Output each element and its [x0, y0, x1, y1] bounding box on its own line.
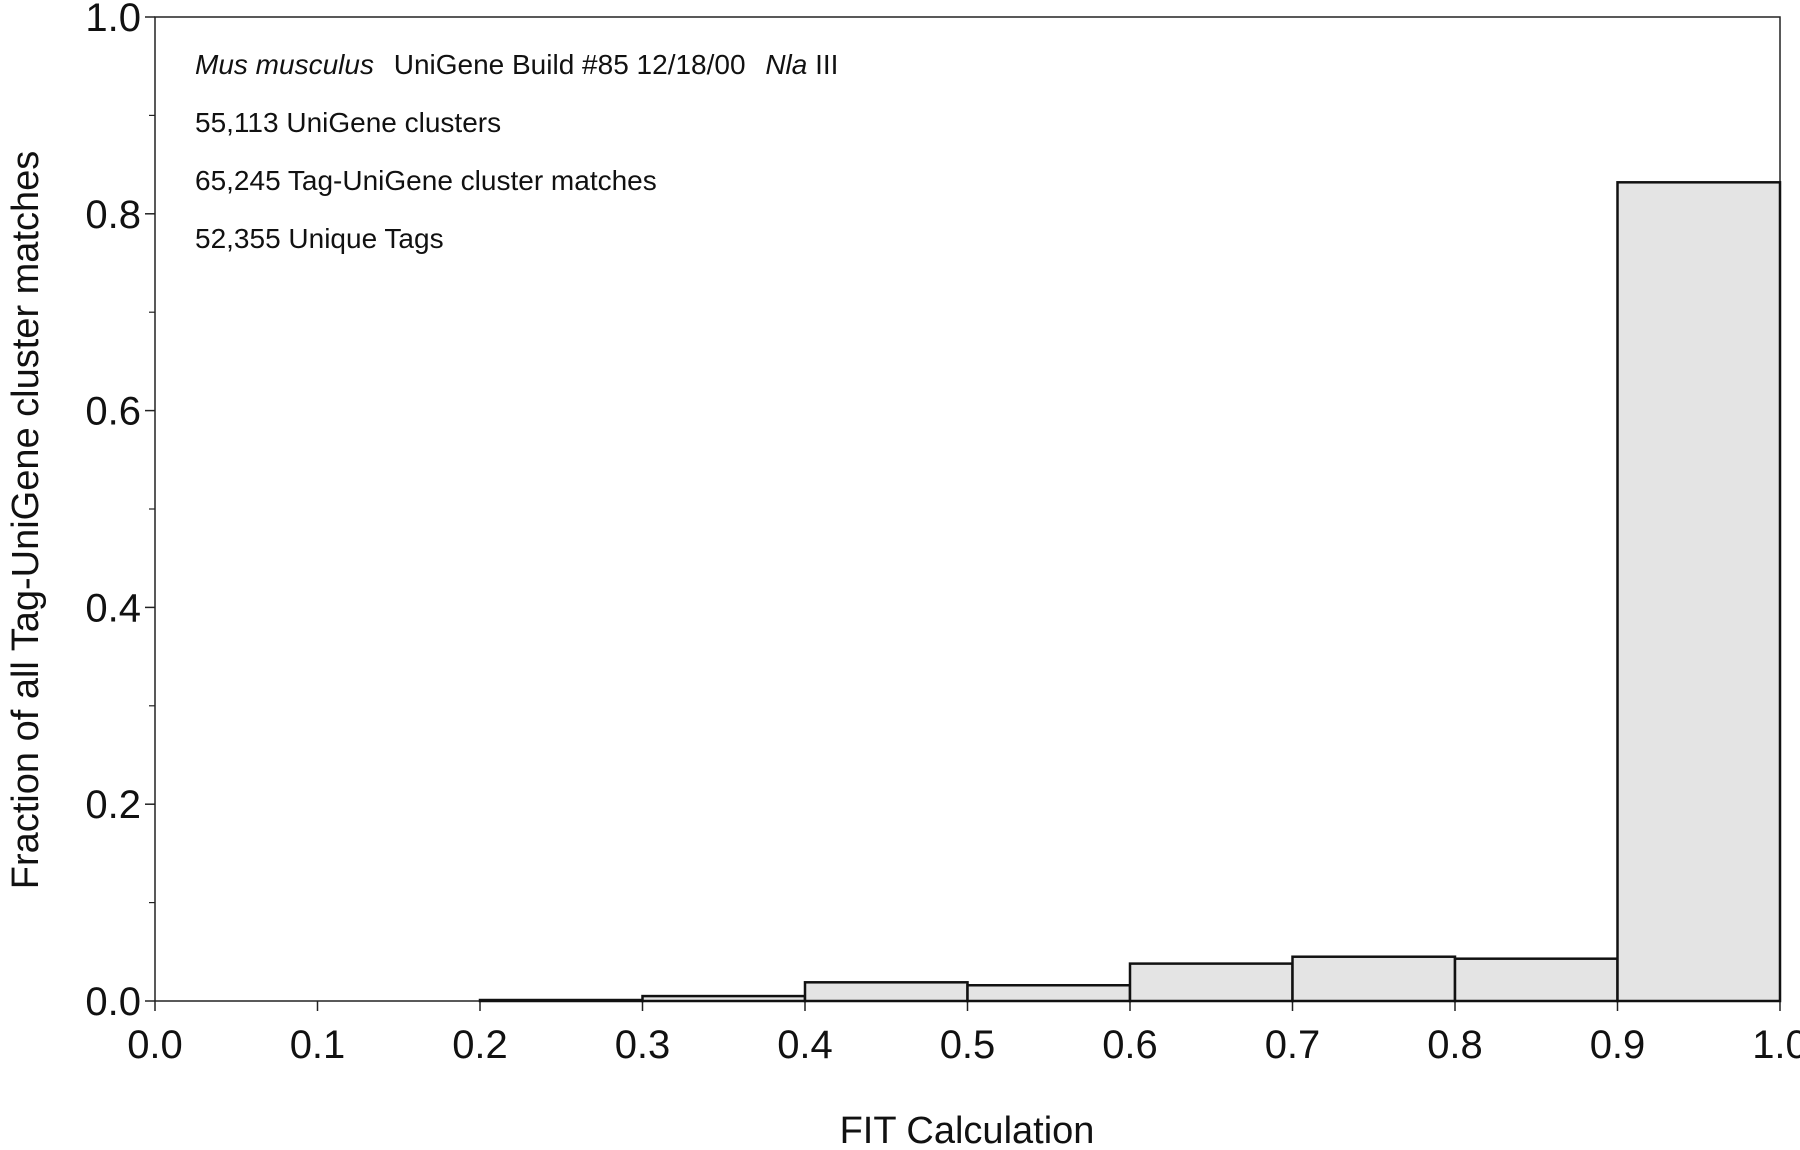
annotation: 65,245 Tag-UniGene cluster matches: [195, 165, 657, 196]
bar: [641, 994, 807, 1003]
annotation-part: Nla: [765, 49, 807, 80]
annotation: 52,355 Unique Tags: [195, 223, 444, 254]
x-tick-label: 0.6: [1102, 1023, 1158, 1067]
annotation-part: Mus musculus: [195, 49, 374, 80]
x-tick-label: 0.1: [290, 1023, 346, 1067]
x-tick-label: 0.0: [127, 1023, 183, 1067]
bar: [1128, 962, 1294, 1003]
y-axis-label: Fraction of all Tag-UniGene cluster matc…: [5, 151, 47, 890]
annotation: Mus musculus UniGene Build #85 12/18/00 …: [195, 49, 838, 80]
x-tick-label: 0.3: [615, 1023, 671, 1067]
y-tick-label: 0.8: [85, 193, 141, 237]
y-tick-label: 1.0: [85, 0, 141, 40]
x-axis-label: FIT Calculation: [840, 1110, 1095, 1150]
y-tick-label: 0.4: [85, 586, 141, 630]
x-tick-label: 0.5: [940, 1023, 996, 1067]
bar: [803, 981, 969, 1003]
y-tick-label: 0.2: [85, 783, 141, 827]
x-tick-label: 1.0: [1752, 1023, 1800, 1067]
x-tick-label: 0.9: [1590, 1023, 1646, 1067]
annotation-part: UniGene Build #85 12/18/00: [394, 49, 746, 80]
bar: [1616, 181, 1782, 1003]
y-tick-label: 0.0: [85, 980, 141, 1024]
bar: [1453, 957, 1619, 1003]
x-tick-label: 0.7: [1265, 1023, 1321, 1067]
y-tick-label: 0.6: [85, 390, 141, 434]
annotation-part: III: [815, 49, 838, 80]
annotation: 55,113 UniGene clusters: [195, 107, 501, 138]
bar: [1291, 955, 1457, 1003]
x-tick-label: 0.2: [452, 1023, 508, 1067]
x-tick-label: 0.8: [1427, 1023, 1483, 1067]
bar: [478, 998, 644, 1003]
bar: [966, 984, 1132, 1003]
x-tick-label: 0.4: [777, 1023, 833, 1067]
